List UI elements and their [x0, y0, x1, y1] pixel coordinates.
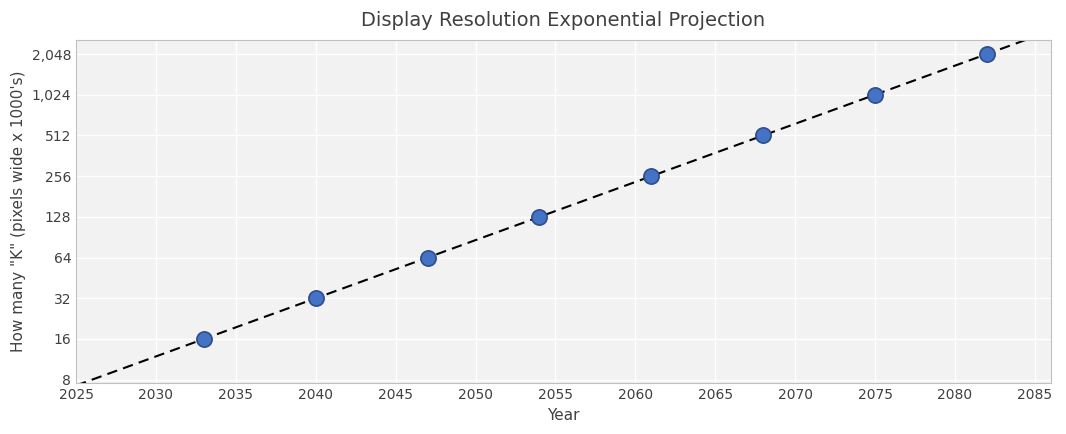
X-axis label: Year: Year	[547, 408, 580, 423]
Title: Display Resolution Exponential Projection: Display Resolution Exponential Projectio…	[361, 11, 765, 30]
Point	[195, 335, 212, 342]
Point	[419, 254, 436, 261]
Y-axis label: How many "K" (pixels wide x 1000's): How many "K" (pixels wide x 1000's)	[11, 71, 26, 352]
Point	[979, 50, 996, 57]
Point	[867, 91, 884, 98]
Point	[755, 132, 772, 139]
Point	[531, 214, 548, 220]
Point	[643, 173, 660, 180]
Point	[307, 295, 324, 302]
